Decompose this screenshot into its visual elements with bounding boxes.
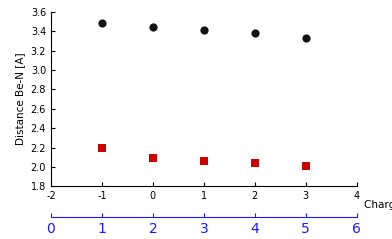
Point	[201, 28, 207, 32]
Point	[99, 21, 105, 25]
Point	[252, 161, 258, 165]
Text: Charge of L: Charge of L	[364, 200, 392, 210]
Point	[99, 146, 105, 150]
Point	[150, 26, 156, 29]
Point	[303, 36, 309, 40]
Y-axis label: Distance Be-N [A]: Distance Be-N [A]	[15, 53, 25, 146]
Point	[252, 31, 258, 35]
Point	[150, 156, 156, 160]
Point	[303, 164, 309, 168]
Point	[201, 159, 207, 163]
